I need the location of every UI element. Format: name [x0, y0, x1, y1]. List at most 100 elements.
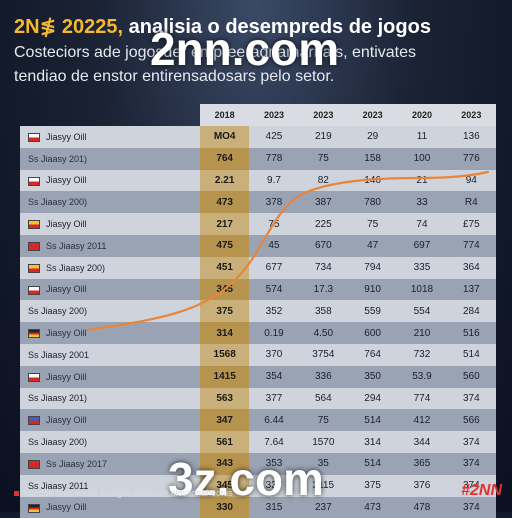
- table-cell: 732: [413, 349, 431, 361]
- table-cell: 284: [462, 305, 480, 317]
- table-cell: 6.44: [264, 414, 284, 426]
- row-label: Ss Jiaasy 2011: [46, 240, 107, 251]
- row-label-cell: Ss Jiaasy 200): [20, 300, 200, 322]
- column-header: 2018: [200, 104, 250, 126]
- table-cell: 53.9: [412, 371, 432, 383]
- watermark-bottom: 3z.com: [168, 453, 324, 505]
- table-cell: 374: [462, 392, 480, 404]
- row-label: Jiasyy Oill: [46, 415, 87, 426]
- row-label: Jiasyy Oill: [46, 219, 87, 230]
- row-label: Ss Jiaasy 2011: [28, 480, 89, 491]
- flag-icon: [28, 241, 40, 251]
- table-cell: 387: [314, 196, 332, 208]
- row-label: Jiasyy Oill: [46, 502, 87, 513]
- table-cell: 345: [200, 278, 250, 301]
- table-cell: 670: [314, 240, 332, 252]
- title-text: analisia o desempreds de jogos: [123, 16, 431, 38]
- table-cell: 412: [413, 414, 431, 426]
- table-cell: MO4: [200, 126, 250, 148]
- table-cell: R4: [464, 196, 478, 208]
- row-label-cell: Ss Jiaasy 2001: [20, 344, 200, 366]
- table-cell: 374: [462, 436, 480, 448]
- table-cell: 2.21: [200, 169, 250, 192]
- table-row: Ss Jiaasy 2017 343 353 35 514 365 374: [20, 452, 496, 475]
- flag-icon: [28, 132, 40, 142]
- table-cell: 425: [265, 131, 283, 143]
- column-header: 2023: [298, 104, 348, 126]
- table-cell: 514: [462, 349, 480, 361]
- table-cell: 82: [317, 174, 329, 186]
- table-row: Ss Jiaasy 200) 473 378 387 780 33 R4: [20, 191, 496, 214]
- table-cell: 75: [317, 414, 329, 426]
- row-label: Jiasyy Oill: [46, 131, 87, 142]
- table-row: Ss Jiaasy 2011 345 337 2115 375 376 374: [20, 474, 496, 497]
- table-row: Ss Jiaasy 201) 764 778 75 158 100 776: [20, 147, 496, 170]
- table-cell: 1415: [200, 365, 250, 388]
- table-cell: 1570: [312, 436, 335, 448]
- table-cell: 561: [200, 431, 250, 453]
- table-cell: 516: [462, 327, 480, 339]
- table-cell: 294: [364, 392, 381, 404]
- table-cell: 7.64: [264, 436, 284, 448]
- table-cell: 764: [200, 147, 250, 170]
- row-label: Jiasyy Oill: [46, 371, 87, 382]
- table-cell: 94: [465, 174, 477, 186]
- row-label-cell: Ss Jiaasy 200): [20, 431, 200, 453]
- table-cell: 774: [462, 240, 480, 252]
- table-cell: 17.3: [313, 283, 334, 295]
- table-cell: 563: [200, 387, 250, 410]
- row-label: Ss Jiaasy 201): [28, 393, 88, 404]
- row-label: Ss Jiaasy 201): [28, 153, 88, 164]
- table-cell: 353: [265, 458, 283, 470]
- row-label-cell: Ss Jiaasy 201): [20, 148, 200, 170]
- table-cell: 100: [413, 153, 431, 165]
- flag-icon: [28, 220, 40, 230]
- page-title: 2N≸ 20225, analisia o desempreds de jogo…: [14, 14, 504, 39]
- table-cell: 600: [364, 327, 381, 339]
- table-row: Jiasyy Oill 345 574 17.3 910 1018 137: [20, 278, 496, 301]
- table-cell: 33: [416, 196, 428, 208]
- row-label: Jiasyy Oill: [46, 328, 87, 338]
- table-row: Jiasyy Oill 217 75 225 75 74 £75: [20, 213, 496, 235]
- table-cell: 75: [367, 218, 379, 230]
- table-cell: 314: [200, 322, 250, 344]
- row-label-cell: Ss Jiaasy 201): [20, 388, 200, 410]
- table-cell: 778: [265, 153, 283, 165]
- table-cell: 47: [367, 240, 379, 252]
- table-cell: 365: [413, 458, 431, 470]
- table-cell: 375: [200, 300, 250, 323]
- row-label: Ss Jiaasy 200): [28, 197, 88, 208]
- table-cell: 374: [462, 501, 480, 513]
- table-cell: 314: [364, 436, 381, 448]
- table-row: Ss Jiaasy 201) 563 377 564 294 774 374: [20, 387, 496, 410]
- table-cell: 347: [200, 409, 250, 432]
- table-cell: 375: [364, 480, 381, 492]
- table-row: Jiasyy Oill 347 6.44 75 514 412 566: [20, 409, 496, 432]
- table-cell: 336: [314, 371, 332, 383]
- table-row: Ss Jiaasy 200) 451 677 734 794 335 364: [20, 256, 496, 279]
- table-cell: 574: [265, 283, 283, 295]
- table-cell: 315: [265, 501, 283, 513]
- table-cell: 774: [413, 392, 431, 404]
- table-cell: 45: [268, 240, 280, 252]
- table-cell: 514: [364, 458, 381, 470]
- row-label-cell: Ss Jiaasy 2017: [20, 453, 200, 475]
- flag-icon: [28, 285, 40, 295]
- row-label: Ss Jiaasy 200): [46, 262, 106, 273]
- table-cell: 217: [200, 213, 250, 235]
- table-cell: 9.7: [267, 174, 281, 186]
- row-label: Jiasyy Oill: [46, 284, 87, 295]
- column-header: 2020: [397, 104, 447, 126]
- table-cell: 2115: [312, 480, 335, 492]
- column-header: 2023: [347, 104, 398, 126]
- row-label-cell: Ss Jiaasy 2011: [20, 475, 200, 497]
- table-cell: 335: [413, 262, 431, 274]
- table-row: Jiasyy Oill 2.21 9.7 82 146 21 94: [20, 169, 496, 192]
- table-cell: 794: [364, 262, 381, 274]
- table-cell: 776: [462, 153, 480, 165]
- row-label: Ss Jiaasy 2001: [28, 349, 90, 360]
- row-label: Ss Jiaasy 200): [28, 437, 88, 448]
- table-cell: 475: [200, 234, 250, 257]
- table-cell: 75: [268, 218, 280, 230]
- table-cell: 343: [200, 452, 250, 475]
